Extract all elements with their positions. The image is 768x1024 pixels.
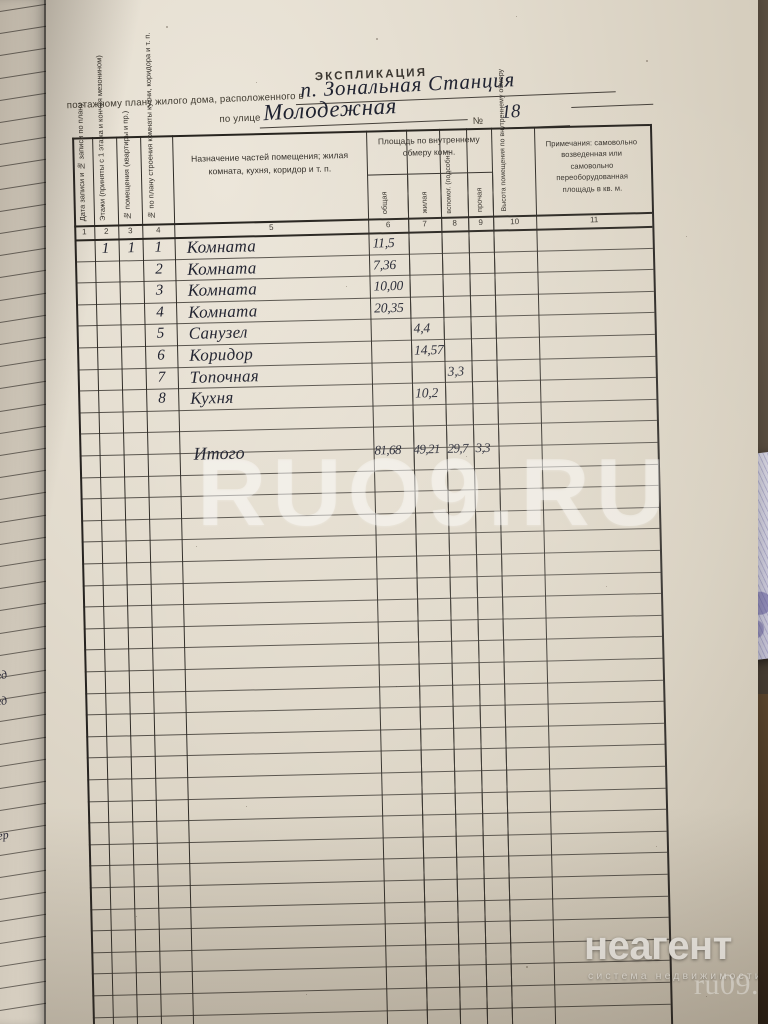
cell-area-total: 10,00 [373, 278, 404, 294]
table-row-rule [80, 485, 659, 500]
table-column-rule [92, 137, 115, 1024]
cell-premise-no: 1 [127, 240, 136, 257]
table-column-rule [72, 137, 95, 1024]
column-header: Назначение частей помещения; жилая комна… [190, 150, 349, 177]
cell-plan-no: 5 [156, 325, 165, 343]
table-row-rule [87, 765, 666, 781]
column-header: № по плану строения комнаты кухни, корид… [142, 32, 157, 220]
total-label: Итого [193, 442, 245, 465]
table-row-rule [81, 528, 660, 543]
column-header: Этажи (приняты с 1 этажа и кончая мезони… [94, 55, 108, 221]
table-row-rule [90, 895, 669, 910]
table-row-rule [79, 441, 658, 457]
cell-room-name: Санузел [188, 322, 248, 344]
adjacent-left-page: ед ед гр [0, 0, 48, 1024]
total-area-living: 49,21 [413, 441, 440, 457]
cell-area-aux: 3,3 [447, 363, 465, 379]
table-row-rule [81, 506, 659, 522]
table-row-rule [91, 960, 670, 975]
total-area-aux: 29,7 [447, 440, 469, 457]
heading-rule-village-tail [571, 103, 654, 109]
table-row-rule [92, 1003, 671, 1018]
table-row-rule [91, 938, 670, 954]
cell-area-living: 10,2 [415, 385, 439, 401]
cell-area-total: 7,36 [372, 256, 397, 273]
cell-plan-no: 1 [154, 239, 163, 256]
logo-tagline: система недвижимости [588, 970, 758, 982]
cell-room-name: Комната [187, 279, 258, 301]
cell-plan-no: 7 [157, 369, 166, 386]
table-row-rule [84, 657, 663, 673]
table-row-rule [88, 830, 667, 846]
cell-room-name: Кухня [190, 388, 234, 409]
column-number: 4 [155, 225, 161, 235]
table-row-rule [90, 916, 669, 932]
table-row-rule [88, 808, 667, 824]
column-number: 7 [422, 219, 428, 229]
table-row-rule [85, 700, 664, 716]
total-area-other: 3,3 [475, 440, 491, 456]
cell-plan-no: 8 [158, 390, 166, 407]
table-row-rule [84, 636, 663, 651]
column-number: 1 [81, 227, 87, 237]
column-number: 9 [478, 217, 484, 228]
column-number: 6 [385, 220, 391, 230]
cell-plan-no: 3 [155, 282, 164, 299]
column-number: 5 [268, 222, 274, 232]
column-header: вспомог. (подсобн.) [444, 150, 453, 214]
cell-area-total: 11,5 [372, 235, 395, 251]
cell-plan-no: 6 [157, 347, 165, 364]
table-row-rule [82, 549, 660, 565]
table-row-rule [86, 744, 665, 759]
cell-room-name: Комната [186, 257, 257, 279]
cell-room-name: Комната [188, 301, 258, 322]
table-row-rule [86, 722, 665, 738]
table-column-rule [649, 123, 673, 1024]
cell-room-name: Коридор [189, 344, 254, 365]
table-row-rule [89, 852, 668, 867]
cell-plan-no: 4 [156, 304, 164, 321]
column-number: 11 [589, 215, 599, 225]
table-row-rule [89, 873, 668, 889]
table-row-rule [72, 123, 650, 140]
cell-area-living: 14,57 [414, 341, 444, 358]
table-row-rule [80, 463, 658, 479]
ledger-page: ЭКСПЛИКАЦИЯ поэтажному плану жилого дома… [46, 0, 758, 1024]
table-row-rule [83, 593, 662, 608]
cell-plan-no: 2 [155, 261, 163, 278]
cell-room-name: Топочная [189, 365, 260, 387]
table-row-rule [92, 981, 671, 997]
column-header: прочая [474, 187, 484, 213]
column-header: Примечания: самовольно возведенная или с… [545, 137, 638, 194]
table-column-rule [116, 136, 139, 1024]
table-row-rule [85, 679, 664, 695]
column-header: № помещения (квартиры и пр.) [120, 110, 133, 221]
column-header: Высота помещения по внутреннему обмеру [497, 68, 508, 212]
column-number: 2 [103, 226, 109, 236]
column-number: 8 [452, 218, 458, 228]
table-row-rule [82, 571, 661, 587]
cell-area-living: 4,4 [413, 320, 431, 336]
table-row-rule [83, 614, 662, 630]
column-header: Дата записи и № записи по плану [75, 102, 88, 222]
column-number: 10 [510, 217, 520, 227]
explication-table: Дата записи и № записи по плану Этажи (пр… [54, 32, 673, 1024]
logo-url: ru09.ru [694, 968, 758, 1001]
table-row-rule [79, 420, 657, 435]
cell-floor: 1 [101, 240, 110, 257]
table-row-rule [87, 787, 666, 802]
street-label: по улице [219, 112, 261, 126]
total-area-total: 81,68 [374, 442, 401, 458]
column-number: 3 [127, 226, 133, 236]
cell-room-name: Комната [186, 236, 257, 257]
column-header: жилая [419, 191, 429, 214]
column-header: общая [379, 191, 389, 215]
cell-area-total: 20,35 [374, 299, 404, 316]
